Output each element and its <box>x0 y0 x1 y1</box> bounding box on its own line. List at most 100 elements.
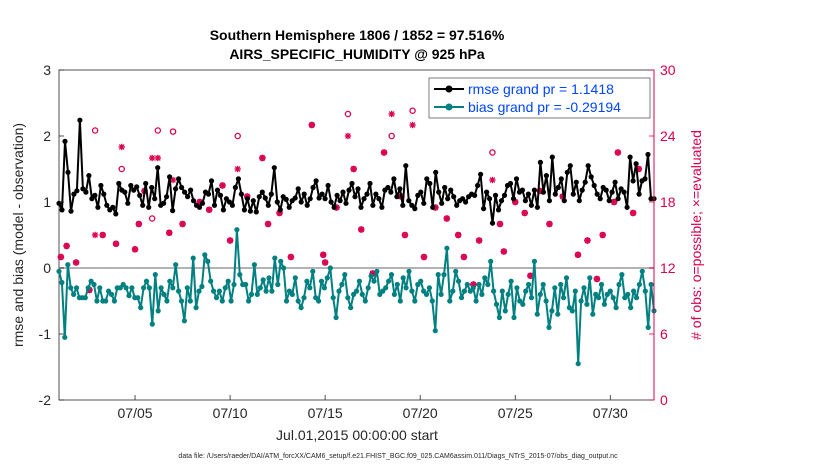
bias-point <box>103 298 109 304</box>
obs-possible-marker <box>388 132 395 140</box>
rmse-point <box>582 179 588 185</box>
obs-possible-marker <box>148 215 156 222</box>
rmse-point <box>570 191 576 197</box>
bias-point <box>482 275 488 281</box>
bias-point <box>301 295 307 301</box>
rmse-point <box>642 176 648 182</box>
rmse-point <box>594 191 600 197</box>
rmse-point <box>454 202 460 208</box>
bias-point <box>502 308 508 314</box>
bias-point <box>391 291 397 297</box>
bias-point <box>558 281 564 288</box>
rmse-point <box>223 196 229 202</box>
bias-point <box>628 305 634 311</box>
rmse-series <box>56 117 657 226</box>
bias-point <box>353 288 360 294</box>
bias-point <box>493 301 500 307</box>
rmse-point <box>62 138 68 144</box>
bias-point <box>426 285 432 291</box>
rmse-point <box>292 195 298 201</box>
rmse-point <box>155 165 161 171</box>
bias-point <box>476 281 482 288</box>
rmse-point <box>573 179 579 185</box>
obs-evaluated-marker <box>496 220 504 228</box>
rmse-point <box>627 154 633 160</box>
bias-point <box>272 255 278 261</box>
bias-point <box>298 305 304 311</box>
bias-point <box>622 295 628 301</box>
bias-point <box>85 285 91 291</box>
rmse-point <box>86 173 92 179</box>
rmse-point <box>415 192 421 198</box>
bias-point <box>505 291 511 297</box>
bias-point <box>260 277 266 283</box>
bias-point <box>202 252 208 258</box>
bias-point <box>243 281 249 288</box>
rmse-point <box>576 198 582 204</box>
obs-evaluated-marker <box>546 220 553 228</box>
bias-point <box>237 272 243 278</box>
bias-point <box>549 308 555 314</box>
bias-point <box>234 227 240 233</box>
rmse-point <box>385 184 391 191</box>
bias-point <box>470 285 476 291</box>
rmse-point <box>510 196 517 202</box>
obs-evaluated-marker <box>131 246 139 253</box>
obs-evaluated-marker <box>614 149 622 156</box>
rmse-point <box>274 199 280 205</box>
rmse-point <box>346 187 352 193</box>
rmse-point <box>113 211 119 217</box>
rmse-point <box>277 207 283 213</box>
bias-point <box>520 301 526 307</box>
rmse-point <box>83 189 89 195</box>
rmse-point <box>271 165 277 171</box>
rmse-point <box>475 182 481 189</box>
rmse-point <box>507 180 514 187</box>
rmse-point <box>188 187 194 193</box>
rmse-point <box>636 191 642 197</box>
obs-evaluated-marker <box>259 154 266 162</box>
rmse-point <box>259 189 265 195</box>
bias-point <box>289 291 295 297</box>
rmse-point <box>603 187 609 193</box>
bias-point <box>362 298 368 304</box>
rmse-point <box>220 207 226 213</box>
rmse-point <box>98 182 104 189</box>
rmse-point <box>131 187 137 193</box>
bias-point <box>645 324 651 330</box>
obs-evaluated-marker <box>610 198 618 206</box>
bias-point <box>581 285 587 291</box>
bias-point <box>141 285 147 291</box>
rmse-point <box>295 186 301 192</box>
rmse-point <box>304 202 310 208</box>
obs-possible-marker <box>154 127 162 134</box>
rmse-point <box>337 198 343 204</box>
bias-point <box>534 311 540 317</box>
rmse-point <box>140 202 146 208</box>
bias-point <box>526 281 532 288</box>
rmse-point <box>513 176 520 182</box>
rmse-point <box>361 196 367 202</box>
bias-point <box>336 288 342 294</box>
bias-point <box>517 298 523 304</box>
obs-possible-marker <box>489 149 496 156</box>
rmse-point <box>588 174 594 180</box>
obs-evaluated-marker <box>205 206 213 213</box>
bias-point <box>429 298 435 304</box>
bias-point <box>266 275 272 281</box>
rmse-point <box>217 192 224 198</box>
rmse-point <box>403 163 409 169</box>
bias-point <box>62 334 68 340</box>
obs-possible-marker <box>91 127 99 134</box>
rmse-point <box>409 202 415 208</box>
rmse-point <box>424 176 430 182</box>
obs-evaluated-marker <box>321 259 329 266</box>
rmse-point <box>633 161 639 167</box>
legend: rmse grand pr = 1.1418 bias grand pr = -… <box>428 77 651 119</box>
bias-point <box>333 314 339 321</box>
bias-point <box>450 288 456 294</box>
rmse-point <box>265 202 271 208</box>
rmse-point <box>143 180 149 187</box>
bias-point <box>438 291 444 297</box>
rmse-point <box>176 176 182 182</box>
